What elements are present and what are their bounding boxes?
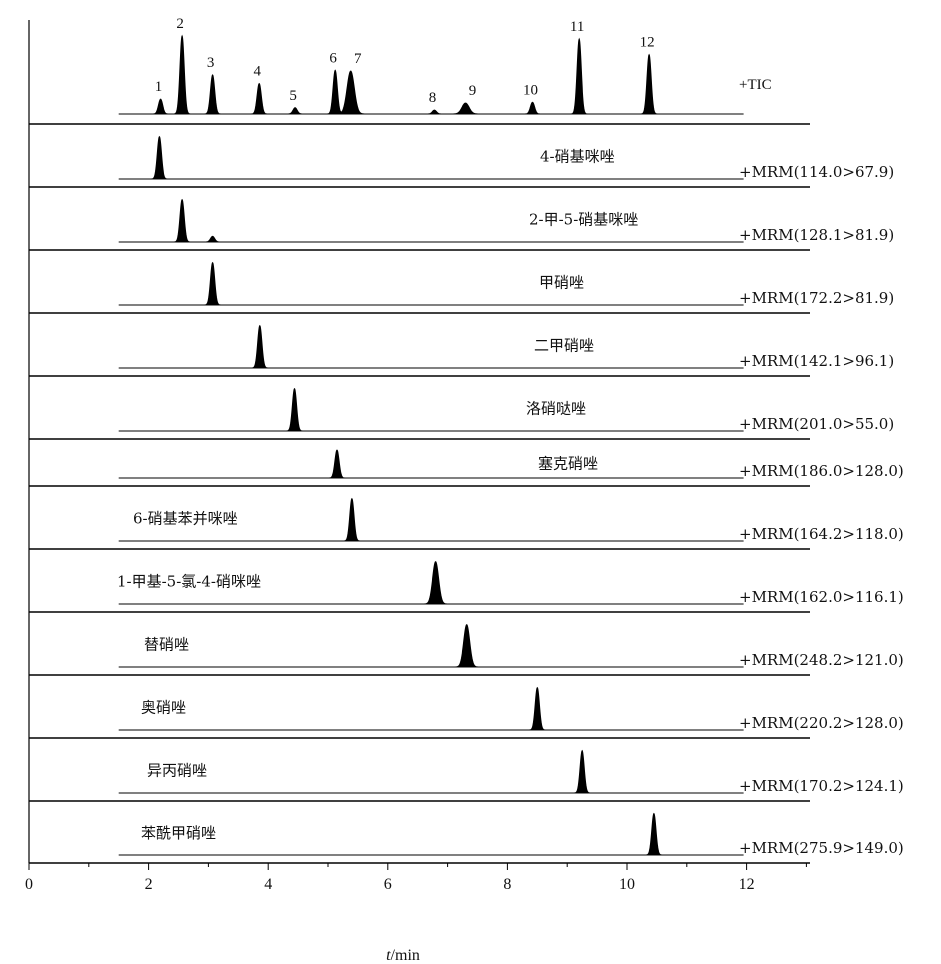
tic-peak-label: 4 xyxy=(253,64,261,80)
tic-peak-label: 6 xyxy=(329,50,337,66)
x-axis: 0 2 4 6 8 10 12 xyxy=(25,862,810,893)
mrm-trace xyxy=(118,624,744,668)
x-tick-label: 10 xyxy=(619,876,635,893)
tic-peak-label: 11 xyxy=(570,19,584,35)
mrm-transition-label: +MRM(201.0>55.0) xyxy=(739,415,894,433)
mrm-transition-label: +MRM(114.0>67.9) xyxy=(739,163,894,181)
mrm-trace xyxy=(118,135,744,180)
tic-peak-label: 10 xyxy=(523,82,538,98)
mrm-transition-label: +MRM(220.2>128.0) xyxy=(739,714,904,732)
tic-label: +TIC xyxy=(739,77,772,93)
mrm-transition-label: +MRM(248.2>121.0) xyxy=(739,651,904,669)
mrm-transition-label: +MRM(142.1>96.1) xyxy=(739,352,894,370)
compound-label: 二甲硝唑 xyxy=(534,337,594,355)
compound-label: 奥硝唑 xyxy=(141,699,186,717)
x-tick-label: 6 xyxy=(384,876,392,893)
mrm-transition-label: +MRM(275.9>149.0) xyxy=(739,839,904,857)
compound-label: 异丙硝唑 xyxy=(147,762,207,780)
tic-peak-label: 1 xyxy=(155,79,163,95)
mrm-trace xyxy=(118,812,744,856)
mrm-trace xyxy=(118,261,744,306)
tic-peak-label: 7 xyxy=(354,51,362,67)
x-tick-label: 12 xyxy=(739,876,755,893)
tic-peak-label: 2 xyxy=(176,16,184,32)
mrm-trace xyxy=(118,686,744,731)
x-axis-label: t/min xyxy=(386,947,420,964)
x-tick-label: 8 xyxy=(503,876,511,893)
mrm-transition-label: +MRM(162.0>116.1) xyxy=(739,588,904,606)
mrm-transition-label: +MRM(164.2>118.0) xyxy=(739,525,904,543)
compound-label: 4-硝基咪唑 xyxy=(540,148,615,166)
mrm-trace xyxy=(118,198,744,243)
compound-label: 塞克硝唑 xyxy=(538,455,598,473)
compound-label: 甲硝唑 xyxy=(539,274,584,292)
mrm-trace xyxy=(118,387,744,432)
mrm-transition-label: +MRM(186.0>128.0) xyxy=(739,462,904,480)
tic-peak-label: 12 xyxy=(640,35,655,51)
x-tick-label: 4 xyxy=(264,876,272,893)
mrm-transition-label: +MRM(128.1>81.9) xyxy=(739,226,894,244)
mrm-trace xyxy=(118,561,744,605)
compound-label: 苯酰甲硝唑 xyxy=(141,824,216,842)
tic-peak-label: 5 xyxy=(289,88,297,104)
compound-label: 2-甲-5-硝基咪唑 xyxy=(529,211,638,229)
compound-label: 6-硝基苯并咪唑 xyxy=(133,510,238,528)
mrm-trace xyxy=(118,749,744,794)
tic-peak-label: 9 xyxy=(469,83,477,99)
compound-label: 洛硝哒唑 xyxy=(526,400,586,418)
mrm-transition-label: +MRM(170.2>124.1) xyxy=(739,777,904,795)
tic-peak-label: 8 xyxy=(429,90,437,106)
mrm-trace xyxy=(118,497,744,542)
compound-label: 替硝唑 xyxy=(144,636,189,654)
tic-trace xyxy=(118,34,744,115)
compound-label: 1-甲基-5-氯-4-硝咪唑 xyxy=(117,573,261,591)
mrm-transition-label: +MRM(172.2>81.9) xyxy=(739,289,894,307)
x-tick-label: 2 xyxy=(145,876,153,893)
tic-peak-label: 3 xyxy=(207,55,215,71)
mrm-trace xyxy=(118,449,744,479)
mrm-trace xyxy=(118,324,744,369)
x-tick-label: 0 xyxy=(25,876,33,893)
